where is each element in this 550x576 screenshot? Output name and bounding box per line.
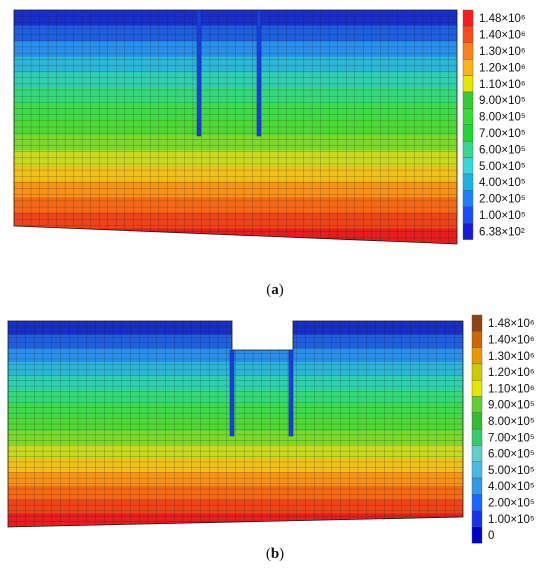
- legend-label: 7.00×10⁵: [479, 128, 526, 140]
- legend-swatch: [462, 108, 474, 126]
- legend-label: 1.40×10⁶: [479, 30, 526, 42]
- legend-swatch: [471, 526, 483, 544]
- legend-label: 8.00×10⁵: [488, 416, 535, 428]
- legend-label: 1.40×10⁶: [488, 334, 535, 346]
- legend-swatch: [462, 26, 474, 43]
- legend-label: 1.00×10⁵: [488, 514, 535, 526]
- legend-label: 1.10×10⁶: [488, 383, 535, 395]
- legend-swatch: [462, 9, 474, 27]
- legend-label: 4.00×10⁵: [479, 177, 526, 189]
- legend-swatch: [471, 379, 483, 397]
- caption-b: (b): [265, 546, 285, 562]
- legend-label: 1.10×10⁶: [479, 79, 526, 91]
- legend-swatch: [471, 331, 483, 348]
- contour-band: [8, 321, 463, 336]
- legend-swatch: [471, 412, 483, 430]
- drain-walls-a: [196, 9, 262, 137]
- figure-panel-a: 1.48×10⁶ 1.40×10⁶ 1.30×10⁶ 1.20×10⁶ 1.10×10⁶…: [13, 9, 526, 298]
- legend-swatch: [471, 494, 483, 511]
- legend-label: 1.48×10⁶: [479, 13, 526, 25]
- legend-swatch: [471, 477, 483, 495]
- legend-label: 0: [488, 530, 494, 542]
- caption-a: (a): [266, 282, 284, 298]
- legend-swatch: [462, 222, 474, 240]
- legend-swatch: [462, 206, 474, 224]
- legend-label: 1.30×10⁶: [479, 46, 526, 58]
- contour-plot-a: 1.48×10⁶ 1.40×10⁶ 1.30×10⁶ 1.20×10⁶ 1.10×10⁶…: [13, 9, 526, 245]
- drain-wall: [229, 349, 235, 437]
- drain-wall: [256, 9, 262, 137]
- legend-swatch: [462, 140, 474, 158]
- contour-band: [8, 334, 463, 350]
- legend-label: 1.48×10⁶: [488, 318, 535, 330]
- color-legend-a: 1.48×10⁶ 1.40×10⁶ 1.30×10⁶ 1.20×10⁶ 1.10×10⁶…: [462, 9, 526, 240]
- legend-label: 6.00×10⁵: [488, 449, 535, 461]
- legend-label: 1.00×10⁵: [479, 210, 526, 222]
- contour-plot-b: 1.48×10⁶ 1.40×10⁶ 1.30×10⁶ 1.20×10⁶ 1.10×10⁶…: [7, 314, 535, 544]
- domain-outline: [7, 320, 464, 528]
- legend-label: 5.00×10⁵: [488, 465, 535, 477]
- legend-label: 2.00×10⁵: [479, 194, 526, 206]
- legend-label: 6.00×10⁵: [479, 144, 526, 156]
- mesh-grid-b: [7, 320, 464, 528]
- legend-label: 5.00×10⁵: [479, 161, 526, 173]
- legend-swatch: [471, 445, 483, 462]
- domain-outline: [13, 9, 458, 245]
- legend-swatch: [462, 91, 474, 109]
- legend-swatch: [462, 190, 474, 207]
- legend-label: 9.00×10⁵: [488, 400, 535, 412]
- legend-swatch: [462, 42, 474, 60]
- legend-label: 6.38×10²: [479, 226, 525, 238]
- legend-label: 2.00×10⁵: [488, 497, 535, 509]
- legend-swatch: [471, 428, 483, 446]
- legend-swatch: [462, 157, 474, 175]
- legend-swatch: [462, 173, 474, 191]
- legend-swatch: [471, 461, 483, 479]
- legend-label: 1.20×10⁶: [488, 367, 535, 379]
- legend-label: 4.00×10⁵: [488, 481, 535, 493]
- legend-swatch: [471, 314, 483, 332]
- drain-wall: [288, 349, 294, 437]
- figure-panel-b: 1.48×10⁶ 1.40×10⁶ 1.30×10⁶ 1.20×10⁶ 1.10×10⁶…: [0, 305, 550, 576]
- legend-swatch: [462, 59, 474, 76]
- legend-label: 9.00×10⁵: [479, 95, 526, 107]
- drain-walls-b: [229, 349, 294, 437]
- legend-swatch: [471, 363, 483, 381]
- color-legend-b: 1.48×10⁶ 1.40×10⁶ 1.30×10⁶ 1.20×10⁶ 1.10×10⁶…: [471, 314, 535, 544]
- legend-label: 8.00×10⁵: [479, 112, 526, 124]
- legend-swatch: [462, 124, 474, 142]
- legend-swatch: [471, 347, 483, 365]
- legend-label: 1.20×10⁶: [479, 62, 526, 74]
- legend-swatch: [471, 510, 483, 528]
- legend-label: 7.00×10⁵: [488, 432, 535, 444]
- legend-swatch: [462, 75, 474, 93]
- legend-label: 1.30×10⁶: [488, 351, 535, 363]
- legend-swatch: [471, 396, 483, 413]
- drain-wall: [196, 9, 202, 137]
